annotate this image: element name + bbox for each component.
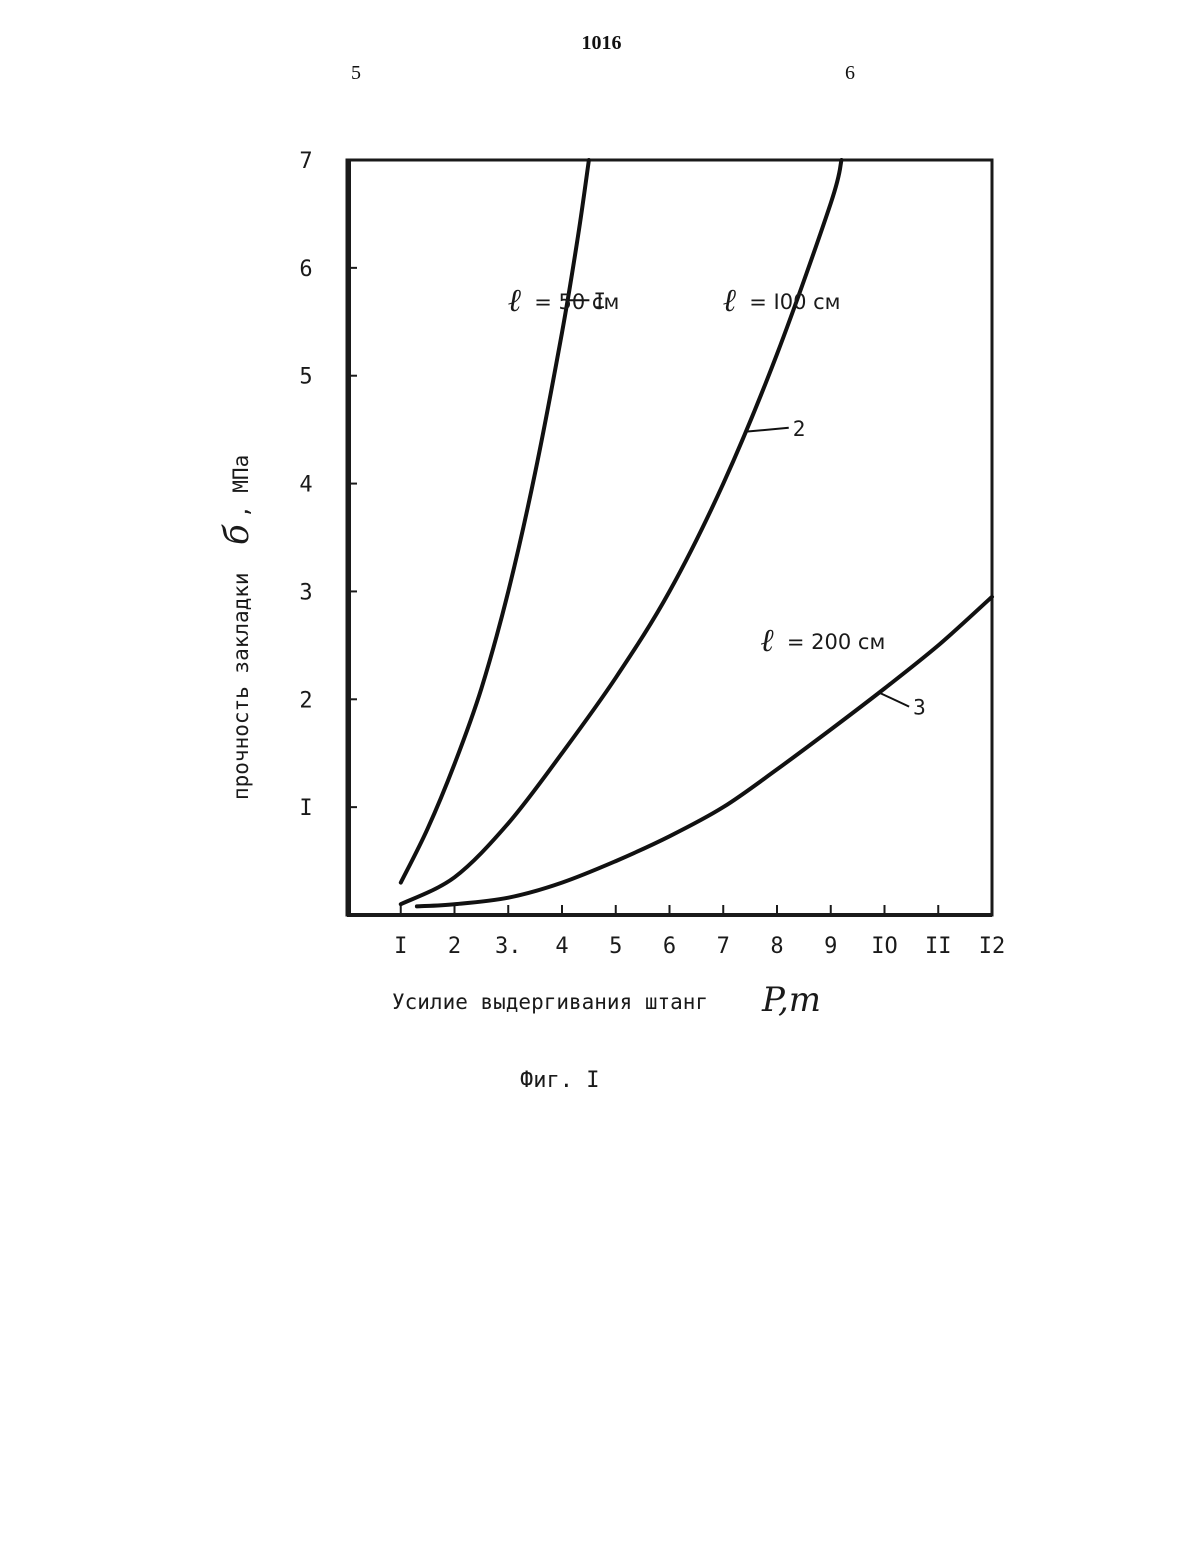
x-tick-label: I2 [979,934,1006,959]
y-axis-label: прочность закладки [229,572,253,800]
x-tick-label: 6 [663,934,676,959]
plot-frame [347,160,992,915]
curve-2-line [401,160,842,904]
y-tick-label: 4 [299,473,312,498]
x-tick-label: 8 [770,934,783,959]
curve-1-line [401,160,589,883]
y-tick-label: 5 [299,365,312,390]
y-tick-label: 7 [299,149,312,174]
x-tick-label: 7 [717,934,730,959]
x-tick-label: 3. [495,934,522,959]
x-tick-label: 9 [824,934,837,959]
x-tick-label: I [394,934,407,959]
curves [401,160,992,906]
y-tick-label: 6 [299,257,312,282]
curve-2-number: 2 [793,417,806,441]
curve-3-label-symbol: ℓ [761,621,775,659]
y-tick-label: I [299,796,312,821]
curve-3-number: 3 [913,696,926,720]
x-tick-label: 2 [448,934,461,959]
curve-2-label-symbol: ℓ [723,281,737,319]
curve-3-label-text: = 200 см [787,630,885,654]
x-axis-label: Усилие выдергивания штанг [392,990,708,1014]
x-tick-label: II [925,934,952,959]
x-tick-label: IO [871,934,898,959]
curve-1-label-symbol: ℓ [508,281,522,319]
x-axis-symbol: P,т [761,980,821,1020]
y-axis-unit: , МПа [229,455,253,518]
y-axis-symbol: б [217,524,257,545]
figure-caption: Фиг. I [520,1068,599,1093]
y-tick-label: 3 [299,580,312,605]
curve-2-label-text: = I00 см [749,290,840,314]
x-tick-label: 5 [609,934,622,959]
x-tick-label: 4 [555,934,568,959]
curve-2-leader [745,428,789,432]
curve-3-line [417,597,992,907]
curve-3-leader [879,693,909,707]
curve-1-label-text: = 50 см [534,290,619,314]
y-axis-label-group: прочность закладки б , МПа [217,455,257,800]
y-tick-label: 2 [299,688,312,713]
